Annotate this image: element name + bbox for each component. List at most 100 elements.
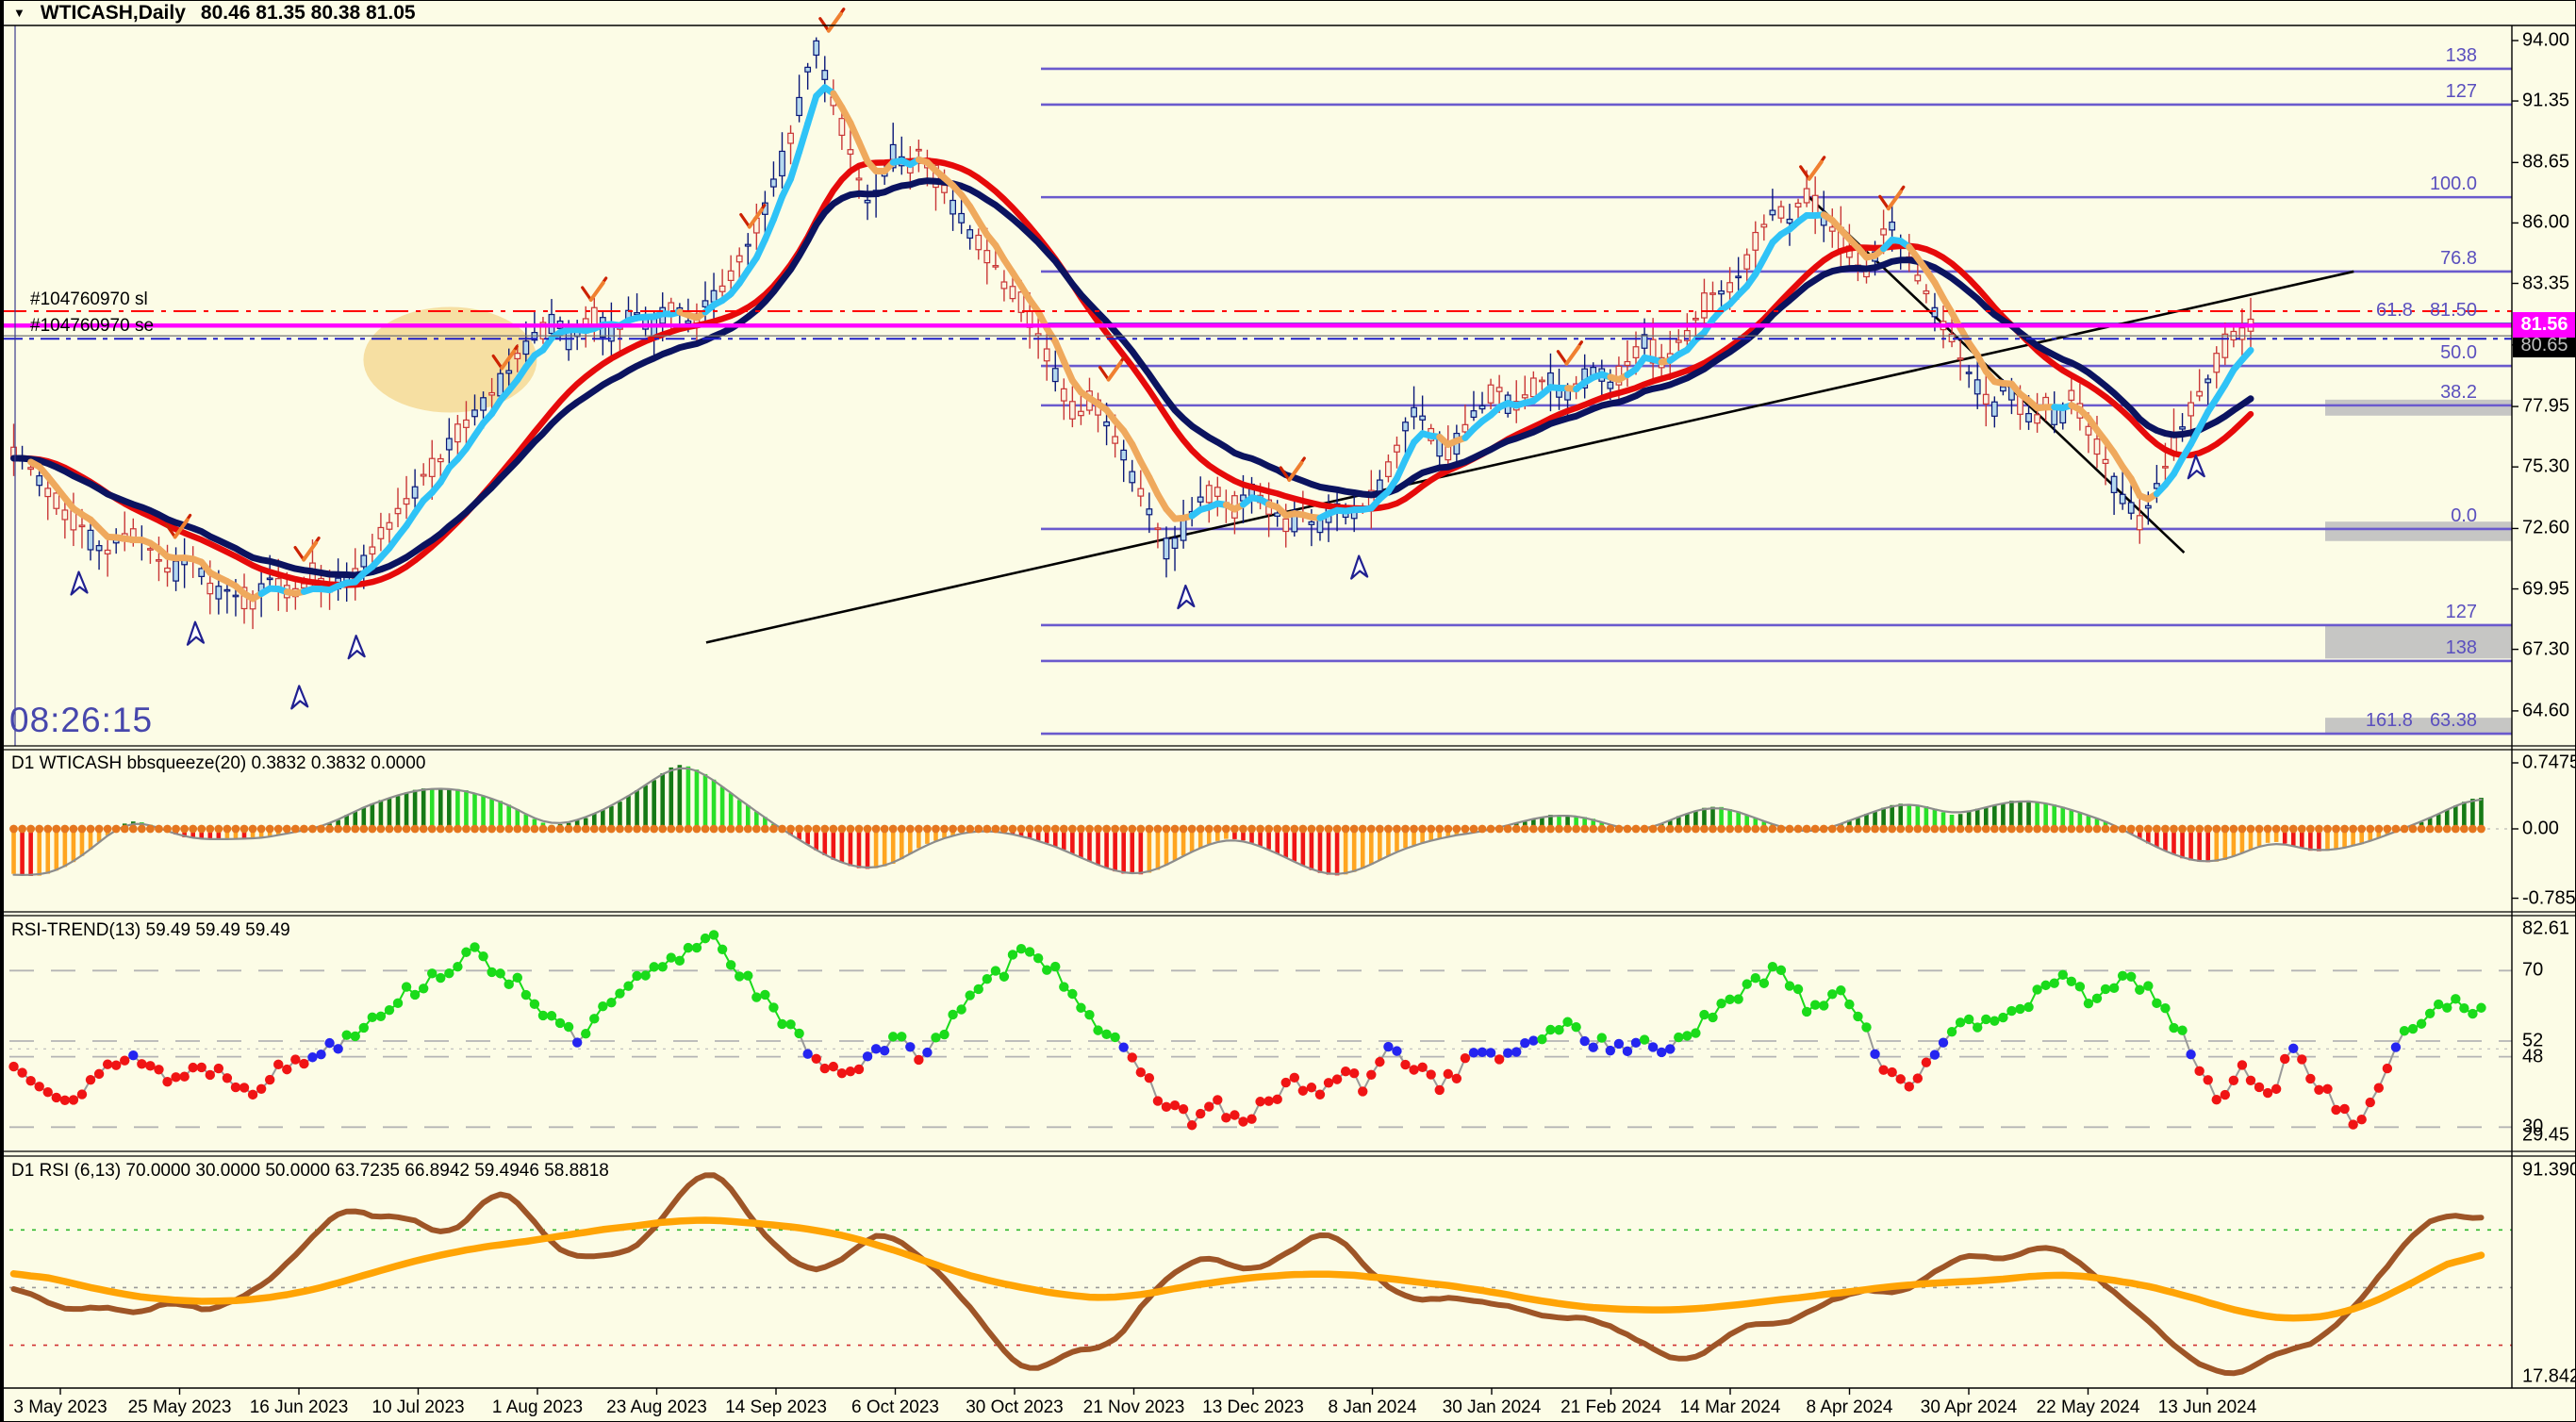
rsitrend-dot [1801,1006,1812,1017]
candle-body [1529,377,1537,398]
chart-canvas[interactable] [4,1,2576,1422]
highlight-ellipse[interactable] [363,306,537,413]
candle-body [770,178,777,188]
squeeze-signal-dot [991,824,1000,834]
rsitrend-dot [512,972,522,984]
squeeze-signal-dot [2221,824,2230,834]
rsitrend-dot [1178,1103,1189,1115]
rsitrend-dot [1059,982,1069,992]
candle-body [915,148,922,152]
ma-fast-trend [787,148,803,183]
candle-body [386,521,393,530]
rsitrend-dot [478,951,488,962]
candle-body [1274,512,1281,517]
fib-level-label: 127 [2445,80,2477,102]
candle-body [1197,496,1204,503]
squeeze-signal-dot [1153,824,1163,834]
rsitrend-dot [1682,1031,1693,1041]
candle-body [539,322,547,339]
rsitrend-dot [2433,999,2444,1010]
price-zone-rect[interactable] [2325,399,2512,416]
candle-body [2188,402,2194,417]
squeeze-signal-dot [1726,824,1735,834]
candle-body [104,549,111,554]
rsi-signal-line [9,1216,2485,1322]
squeeze-signal-dot [1776,824,1786,834]
rsi-panel-title: D1 RSI (6,13) 70.0000 30.0000 50.0000 63… [11,1161,609,1181]
price-zone-rect[interactable] [2325,521,2512,541]
squeeze-signal-dot [2101,824,2110,834]
candle-body [301,583,307,589]
candle-body [1999,386,2006,392]
squeeze-signal-dot [462,824,471,834]
rsitrend-dot [1323,1078,1334,1088]
candle-body [420,473,427,477]
squeeze-signal-dot [308,824,317,834]
rsitrend-dot [828,1061,839,1072]
squeeze-signal-dot [888,824,898,834]
candle-body [497,372,504,397]
candle-body [1043,348,1050,362]
squeeze-signal-dot [2366,824,2375,834]
rsitrend-tick-label: 30 [2522,1116,2544,1137]
rsitrend-dot [1699,1009,1709,1020]
squeeze-signal-dot [1503,824,1512,834]
rsitrend-dot [529,999,540,1010]
sell-arrow-icon [1287,461,1304,482]
squeeze-signal-dot [86,824,95,834]
squeeze-signal-dot [1555,824,1563,834]
rsitrend-dot [1708,1012,1718,1023]
squeeze-signal-dot [820,824,830,834]
rsitrend-dot [2023,1001,2034,1013]
squeeze-signal-dot [1614,824,1624,834]
candle-body [1777,206,1785,219]
collapse-indicator-icon[interactable]: ▼ [13,5,25,20]
squeeze-signal-dot [650,824,659,834]
squeeze-signal-dot [128,824,138,834]
buy-arrow-icon [1177,584,1196,610]
squeeze-signal-dot [1461,824,1470,834]
rsitrend-dot [1792,984,1804,995]
rsitrend-dot [358,1022,369,1033]
candle-body [1726,282,1734,293]
squeeze-signal-dot [2007,824,2016,834]
rsitrend-dot [2297,1054,2307,1065]
squeeze-signal-dot [248,824,257,834]
squeeze-signal-dot [1016,824,1026,834]
squeeze-signal-dot [1751,824,1760,834]
rsitrend-dot [1101,1029,1112,1040]
squeeze-signal-dot [905,824,915,834]
squeeze-signal-dot [1563,824,1572,834]
rsitrend-dot [128,1050,139,1061]
candle-body [1735,275,1742,279]
rsitrend-dot [1494,1054,1505,1065]
rsitrend-dot [666,952,676,963]
ma-slow-red [10,157,2254,588]
candle-body [1914,274,1922,282]
ascending-trendline[interactable] [705,270,2354,644]
rsitrend-tick-label: 29.45 [2522,1124,2570,1146]
price-zone-rect[interactable] [2325,625,2512,659]
candle-body [1965,372,1973,374]
rsitrend-dot [674,955,685,967]
squeeze-signal-dot [1520,824,1529,834]
squeeze-signal-dot [743,824,752,834]
rsitrend-dot [2032,984,2042,995]
rsitrend-connector [2275,1058,2287,1090]
candle-body [78,524,86,528]
rsitrend-dot [461,947,471,957]
squeeze-signal-dot [1418,824,1428,834]
rsitrend-dot [581,1028,591,1039]
squeeze-signal-dot [1674,824,1683,834]
time-axis-label: 21 Nov 2023 [1082,1397,1185,1417]
rsitrend-dot [2424,1008,2436,1019]
squeeze-signal-dot [1375,824,1384,834]
squeeze-signal-dot [2084,824,2093,834]
squeeze-signal-dot [2332,824,2340,834]
rsitrend-dot [341,1030,352,1040]
candle-body [377,526,385,539]
price-zone-rect[interactable] [2325,718,2512,736]
candle-body [2196,390,2204,397]
squeeze-signal-dot [1298,824,1308,834]
rsitrend-dot [2186,1049,2196,1060]
